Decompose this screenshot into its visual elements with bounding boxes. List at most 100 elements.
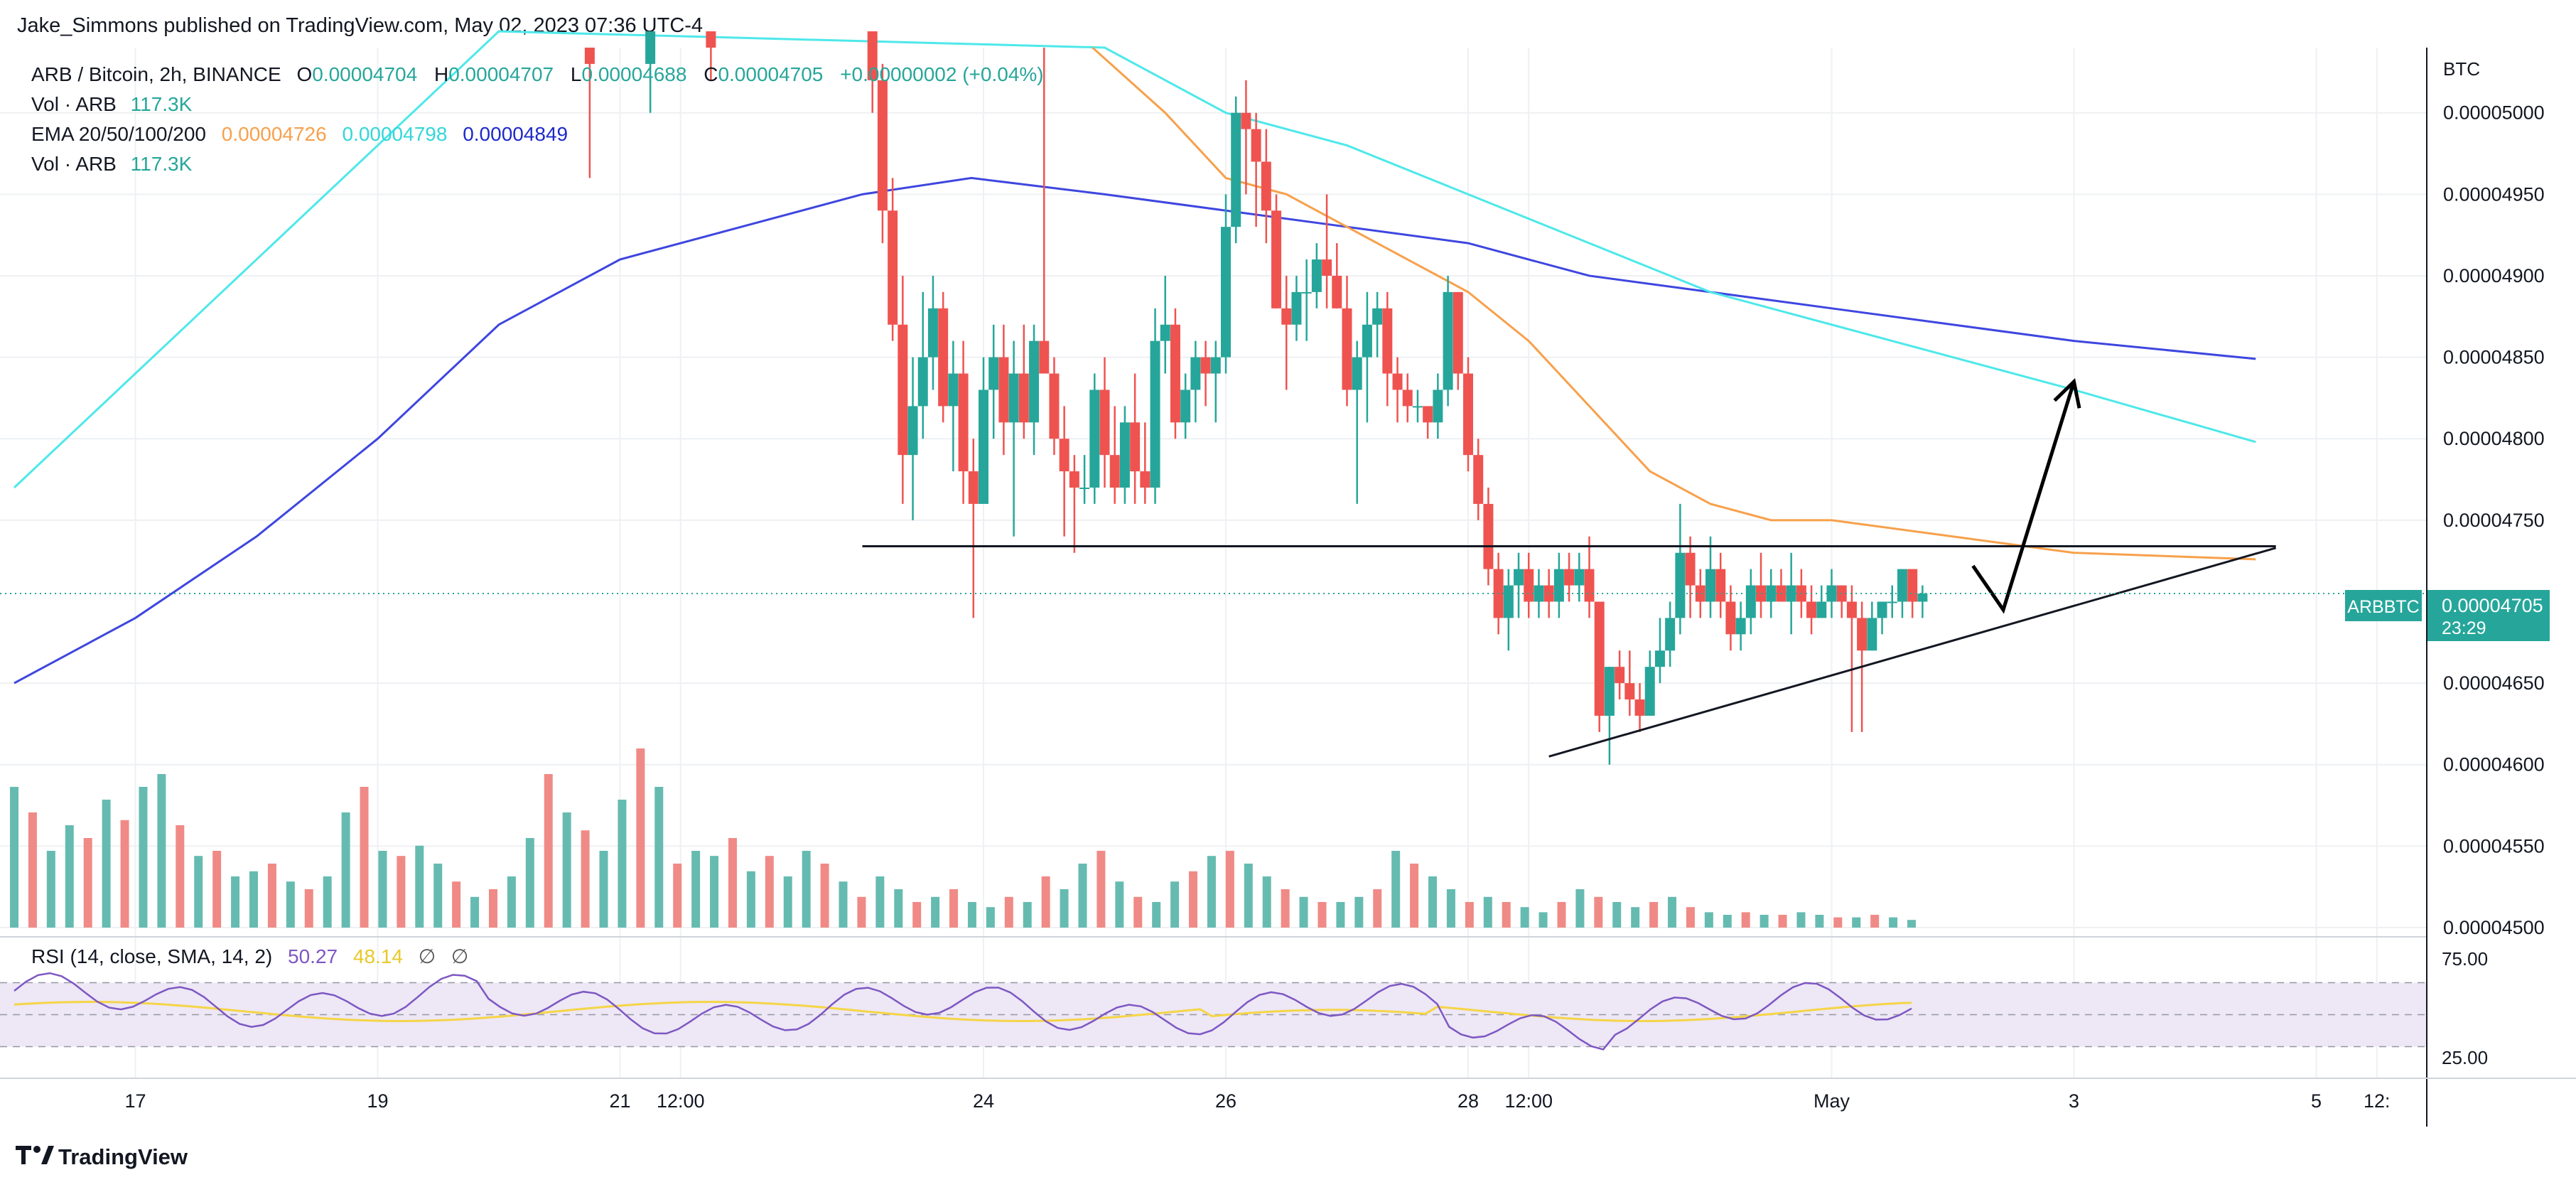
price-axis-currency: BTC [2443,58,2480,80]
volume-bar [1133,896,1143,928]
volume-bar [1244,864,1253,928]
volume-bar [839,881,848,928]
volume-bar [710,856,719,928]
legend-ema20-value: 0.00004726 [222,123,327,145]
time-axis-tick: 24 [973,1090,994,1112]
volume-bar [83,838,92,928]
volume-bar [341,812,350,928]
candle-body [1140,471,1150,488]
volume-bar [1649,902,1659,928]
volume-bar [581,830,590,928]
legend-close-key: C [704,63,718,85]
volume-bar [1575,889,1585,928]
legend-rsi-ma-value: 48.14 [353,945,403,967]
candle-body [1715,569,1726,602]
candle-body [898,324,908,456]
legend-open-key: O [296,63,312,85]
volume-bar [1557,902,1566,928]
volume-bar [1483,896,1492,928]
volume-bar [1668,896,1677,928]
legend-symbol: ARB / Bitcoin, 2h, BINANCE [31,63,281,85]
candle-body [1615,667,1625,684]
ascending-support-line[interactable] [1548,547,2277,758]
projection-arrow-head [2053,378,2081,409]
candle-body [1443,291,1453,390]
time-axis-tick: 3 [2069,1090,2079,1112]
candle-body [1372,308,1383,325]
candle-body [1281,308,1292,325]
candle-body [1322,259,1332,276]
volume-bar [783,876,792,928]
candle-body [1877,601,1887,618]
volume-bar [1538,912,1548,928]
candle-body [1130,422,1141,472]
volume-bar [1410,864,1419,928]
candle-body [1221,227,1231,358]
legend-vol2-label: Vol · ARB [31,153,117,175]
volume-bar [176,825,185,928]
symbol-badge-label: ARBBTC [2347,597,2419,617]
candle-body [1160,324,1170,341]
volume-bar [1465,902,1474,928]
volume-bar [1354,896,1364,928]
volume-bar [562,812,571,928]
price-badge [2427,590,2550,641]
candle-body [1594,601,1605,716]
time-axis[interactable]: 17 19 21 12:00 24 26 28 12:00 May 3 5 12: [124,1090,2390,1112]
candle-body [1705,569,1715,602]
candle-body [1897,569,1907,602]
volume-bar [1262,876,1271,928]
legend-row-symbol: ARB / Bitcoin, 2h, BINANCE O0.00004704 H… [31,63,1044,85]
candle-body [1261,161,1271,211]
time-axis-tick: 19 [367,1090,388,1112]
volume-bar [986,907,995,928]
volume-bar [1041,876,1050,928]
candle-body [1534,585,1544,602]
candles [584,31,1928,765]
candle-body [1251,129,1261,162]
volume-bar [139,787,148,928]
volume-bar [360,787,369,928]
legend-change: +0.00000002 (+0.04%) [840,63,1043,85]
candle-body [1029,340,1040,423]
volume-bar [157,774,166,928]
candle-body [1402,390,1413,407]
candle-body [979,390,988,504]
volume-bar [1833,917,1843,928]
time-axis-tick: 17 [124,1090,146,1112]
price-axis[interactable]: BTC 0.00005000 0.00004950 0.00004900 0.0000… [2443,58,2545,938]
volume-bar [931,896,940,928]
candle-body [1180,390,1191,423]
volume-bar [1502,902,1511,928]
volume-bar [525,838,534,928]
candle-body [1665,618,1676,651]
current-price-value: 0.00004705 [2442,595,2543,616]
time-axis-tick: 5 [2311,1090,2322,1112]
volume-bar [378,851,387,928]
volume-bar [286,881,295,928]
candle-body [1917,594,1928,602]
projection-arrow[interactable] [1971,381,2076,614]
candle-body [988,357,999,390]
candle-body [1069,471,1079,488]
volume-bar [802,851,811,928]
candle-body [917,357,928,407]
legend-row-ema: EMA 20/50/100/200 0.00004726 0.00004798 … [31,123,568,145]
candle-body [1816,601,1827,618]
time-axis-tick: 21 [609,1090,630,1112]
rsi-axis-tick-75: 75.00 [2442,948,2488,970]
candle-body [1453,291,1463,374]
candle-body [1342,308,1352,390]
volume-bar [1852,917,1861,928]
volume-bar [452,881,461,928]
volume-bar [820,864,829,928]
candle-body [1745,585,1756,618]
candle-body [1695,585,1705,602]
legend-open-value: 0.00004704 [312,63,417,85]
volume-bar [949,889,959,928]
volume-bar [618,800,627,928]
price-axis-tick: 0.00004600 [2443,754,2545,775]
candle-body [1574,569,1585,586]
